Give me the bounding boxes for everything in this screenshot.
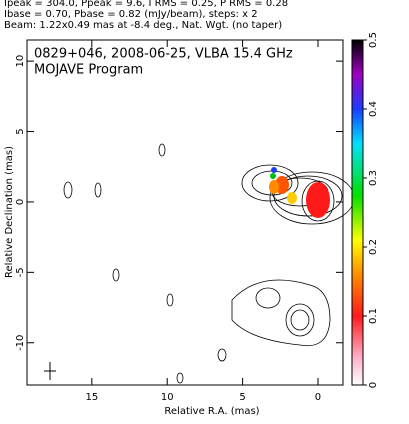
colorbar-tick-label: 0.1 bbox=[368, 308, 379, 324]
x-tick-label: 5 bbox=[239, 392, 245, 403]
polarization-blobs bbox=[269, 167, 330, 218]
chart-title: 0829+046, 2008-06-25, VLBA 15.4 GHz bbox=[34, 47, 293, 62]
colorbar-tick-label: 0.4 bbox=[368, 101, 379, 117]
y-tick-label: -10 bbox=[15, 335, 26, 351]
colorbar-tick-label: 0.3 bbox=[368, 170, 379, 186]
x-tick-label: 10 bbox=[161, 392, 174, 403]
header-line: Ibase = 0.70, Pbase = 0.82 (mJy/beam), s… bbox=[4, 9, 258, 20]
y-tick-label: -5 bbox=[15, 267, 26, 277]
header-line: Ipeak = 304.0, Ppeak = 9.6, I RMS = 0.25… bbox=[4, 0, 288, 9]
colorbar-tick-label: 0.2 bbox=[368, 239, 379, 255]
colorbar bbox=[351, 39, 364, 386]
y-tick-label: 10 bbox=[15, 55, 26, 68]
colorbar-tick-label: 0.5 bbox=[368, 32, 379, 48]
x-tick-label: 0 bbox=[315, 392, 321, 403]
y-tick-label: 5 bbox=[15, 128, 26, 134]
colorbar-tick-label: 0 bbox=[368, 382, 379, 388]
contours bbox=[63, 143, 355, 384]
x-axis-label: Relative R.A. (mas) bbox=[164, 406, 259, 417]
y-tick-label: 0 bbox=[15, 199, 26, 205]
y-axis-label: Relative Declination (mas) bbox=[4, 146, 15, 278]
chart-subtitle: MOJAVE Program bbox=[34, 63, 143, 78]
header-line: Beam: 1.22x0.49 mas at -8.4 deg., Nat. W… bbox=[4, 20, 282, 31]
plot-frame bbox=[26, 39, 344, 386]
x-tick-label: 15 bbox=[85, 392, 98, 403]
